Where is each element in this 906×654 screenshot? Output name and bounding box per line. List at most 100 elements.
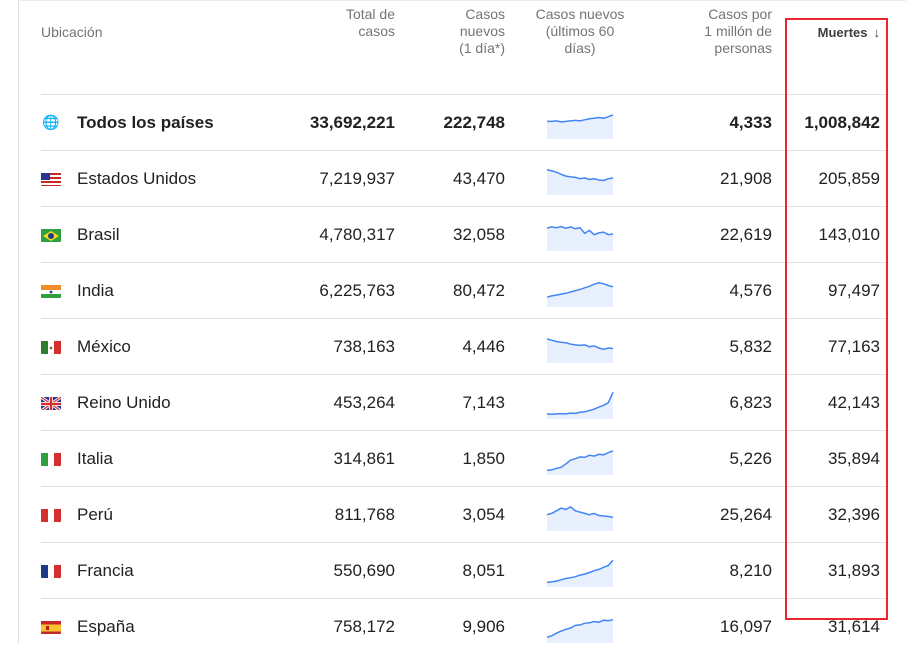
per-million-cell: 4,333 xyxy=(655,95,772,151)
new-cases-cell: 4,446 xyxy=(395,319,505,375)
per-million-cell: 6,823 xyxy=(655,375,772,431)
new-cases-cell: 43,470 xyxy=(395,151,505,207)
trend-sparkline xyxy=(505,599,655,654)
total-cases-cell: 550,690 xyxy=(265,543,395,599)
flag-us-icon xyxy=(41,172,61,186)
deaths-cell: 77,163 xyxy=(772,319,886,375)
flag-mx-icon xyxy=(41,340,61,354)
total-cases-cell: 6,225,763 xyxy=(265,263,395,319)
per-million-cell: 4,576 xyxy=(655,263,772,319)
globe-icon: 🌐 xyxy=(41,116,61,130)
flag-br-icon xyxy=(41,228,61,242)
left-divider xyxy=(18,0,19,643)
trend-sparkline xyxy=(505,319,655,375)
flag-fr-icon xyxy=(41,564,61,578)
per-million-cell: 22,619 xyxy=(655,207,772,263)
new-cases-cell: 1,850 xyxy=(395,431,505,487)
column-header-deaths[interactable]: Muertes↓ xyxy=(772,0,886,95)
country-name: Perú xyxy=(77,505,113,525)
cases-table: Ubicación Total de casos Casos nuevos (1… xyxy=(41,0,886,654)
new-cases-cell: 7,143 xyxy=(395,375,505,431)
country-name: Todos los países xyxy=(77,113,214,133)
per-million-cell: 5,832 xyxy=(655,319,772,375)
column-header-location[interactable]: Ubicación xyxy=(41,0,265,95)
deaths-cell: 1,008,842 xyxy=(772,95,886,151)
per-million-cell: 5,226 xyxy=(655,431,772,487)
total-cases-cell: 314,861 xyxy=(265,431,395,487)
trend-sparkline xyxy=(505,375,655,431)
trend-sparkline xyxy=(505,207,655,263)
per-million-cell: 25,264 xyxy=(655,487,772,543)
deaths-cell: 143,010 xyxy=(772,207,886,263)
country-name: India xyxy=(77,281,114,301)
flag-in-icon xyxy=(41,284,61,298)
location-cell[interactable]: México xyxy=(41,319,265,375)
new-cases-cell: 9,906 xyxy=(395,599,505,654)
flag-es-icon xyxy=(41,620,61,634)
deaths-cell: 205,859 xyxy=(772,151,886,207)
per-million-cell: 16,097 xyxy=(655,599,772,654)
deaths-cell: 97,497 xyxy=(772,263,886,319)
flag-pe-icon xyxy=(41,508,61,522)
country-name: Brasil xyxy=(77,225,120,245)
location-cell[interactable]: Francia xyxy=(41,543,265,599)
country-name: Estados Unidos xyxy=(77,169,196,189)
country-name: Italia xyxy=(77,449,113,469)
deaths-cell: 31,614 xyxy=(772,599,886,654)
total-cases-cell: 4,780,317 xyxy=(265,207,395,263)
location-cell[interactable]: Reino Unido xyxy=(41,375,265,431)
flag-it-icon xyxy=(41,452,61,466)
total-cases-cell: 33,692,221 xyxy=(265,95,395,151)
table-header-row: Ubicación Total de casos Casos nuevos (1… xyxy=(41,0,886,95)
new-cases-cell: 80,472 xyxy=(395,263,505,319)
deaths-cell: 31,893 xyxy=(772,543,886,599)
total-cases-cell: 453,264 xyxy=(265,375,395,431)
per-million-cell: 21,908 xyxy=(655,151,772,207)
location-cell[interactable]: Perú xyxy=(41,487,265,543)
flag-gb-icon xyxy=(41,396,61,410)
location-cell[interactable]: Italia xyxy=(41,431,265,487)
column-header-total-cases[interactable]: Total de casos xyxy=(265,0,395,95)
total-cases-cell: 758,172 xyxy=(265,599,395,654)
new-cases-cell: 32,058 xyxy=(395,207,505,263)
location-cell[interactable]: España xyxy=(41,599,265,654)
total-cases-cell: 738,163 xyxy=(265,319,395,375)
deaths-cell: 42,143 xyxy=(772,375,886,431)
country-name: México xyxy=(77,337,131,357)
country-name: Reino Unido xyxy=(77,393,171,413)
total-cases-cell: 811,768 xyxy=(265,487,395,543)
arrow-down-icon: ↓ xyxy=(874,25,881,40)
country-name: España xyxy=(77,617,135,637)
location-cell[interactable]: 🌐 Todos los países xyxy=(41,95,265,151)
deaths-cell: 35,894 xyxy=(772,431,886,487)
per-million-cell: 8,210 xyxy=(655,543,772,599)
new-cases-cell: 3,054 xyxy=(395,487,505,543)
deaths-cell: 32,396 xyxy=(772,487,886,543)
column-header-per-million[interactable]: Casos por 1 millón de personas xyxy=(655,0,772,95)
new-cases-cell: 222,748 xyxy=(395,95,505,151)
trend-sparkline xyxy=(505,151,655,207)
location-cell[interactable]: Estados Unidos xyxy=(41,151,265,207)
trend-sparkline xyxy=(505,543,655,599)
trend-sparkline xyxy=(505,431,655,487)
location-cell[interactable]: India xyxy=(41,263,265,319)
new-cases-cell: 8,051 xyxy=(395,543,505,599)
column-header-trend[interactable]: Casos nuevos (últimos 60 días) xyxy=(505,0,655,95)
location-cell[interactable]: Brasil xyxy=(41,207,265,263)
total-cases-cell: 7,219,937 xyxy=(265,151,395,207)
trend-sparkline xyxy=(505,95,655,151)
trend-sparkline xyxy=(505,487,655,543)
column-header-new-cases[interactable]: Casos nuevos (1 día*) xyxy=(395,0,505,95)
country-name: Francia xyxy=(77,561,134,581)
